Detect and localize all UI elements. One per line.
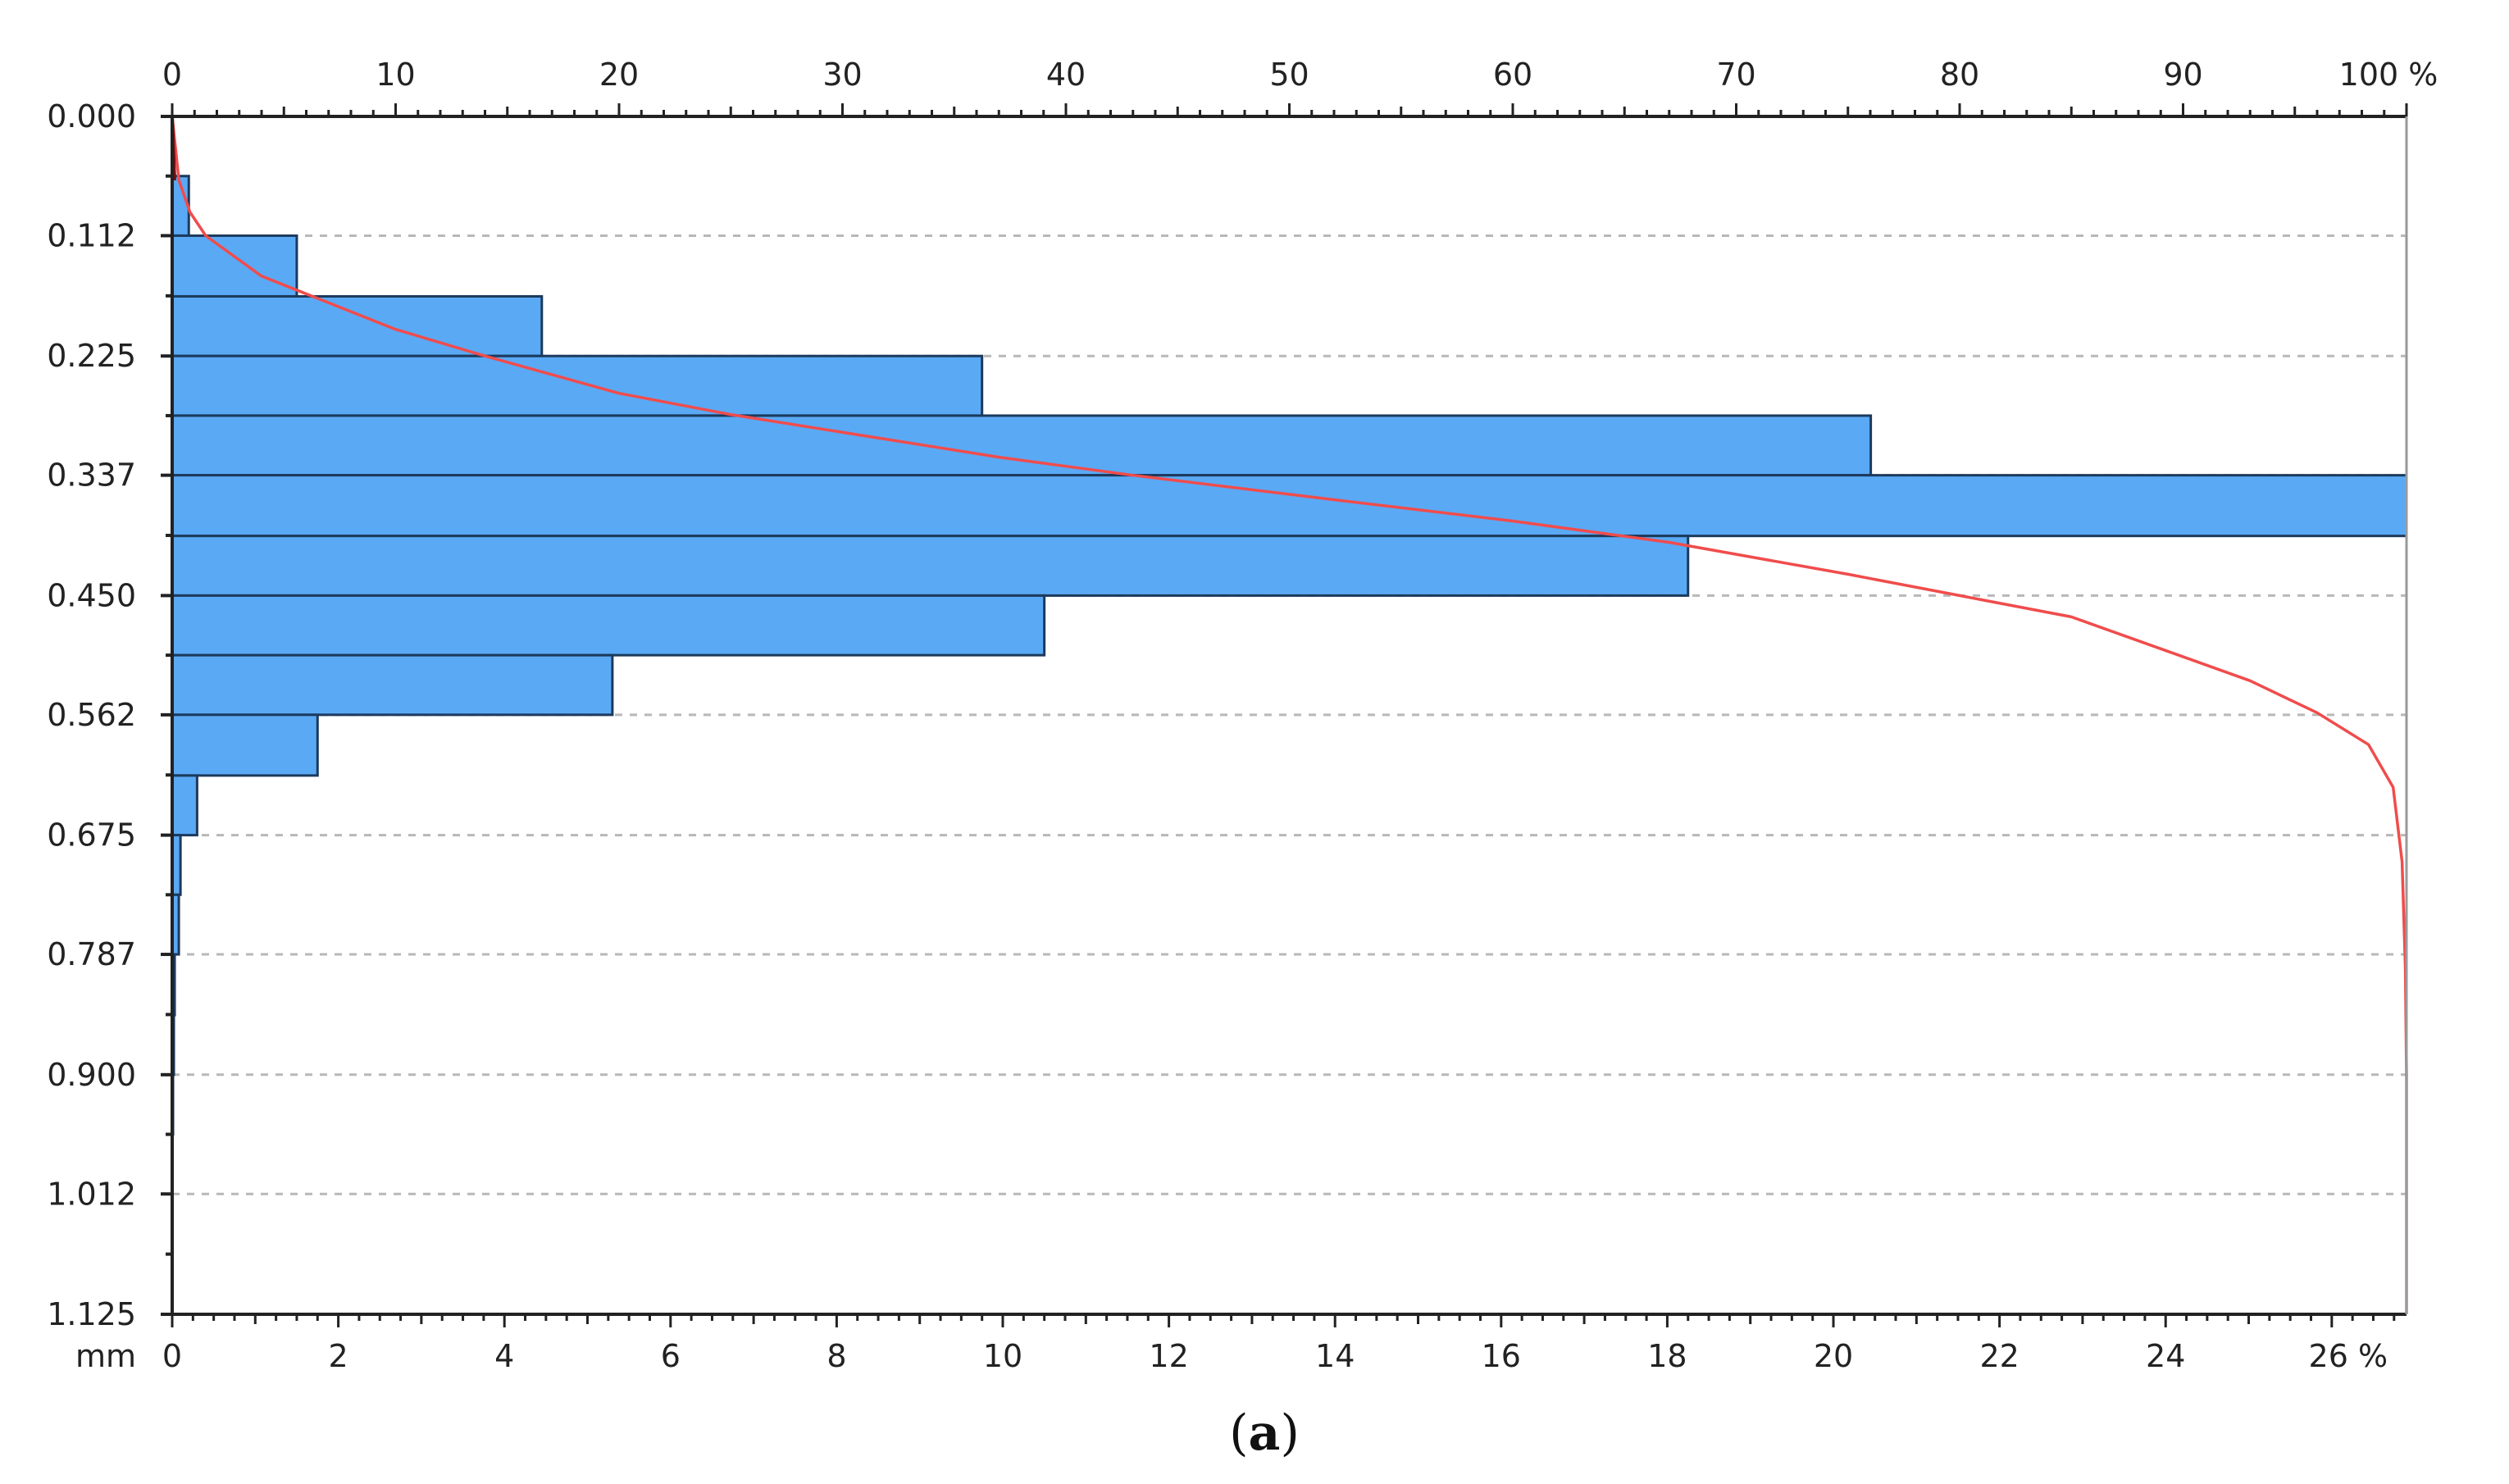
bottom-tick-label: 24 bbox=[2146, 1338, 2185, 1374]
y-tick-label: 0.000 bbox=[47, 98, 136, 134]
y-axis-unit: mm bbox=[75, 1338, 136, 1374]
histogram-bar bbox=[171, 414, 1873, 477]
histogram-bar bbox=[171, 713, 319, 777]
histogram-bar bbox=[171, 774, 198, 837]
top-tick-label: 70 bbox=[1716, 57, 1755, 93]
top-tick-label: 80 bbox=[1940, 57, 1979, 93]
bottom-tick-label: 12 bbox=[1149, 1338, 1188, 1374]
top-tick-label: 50 bbox=[1269, 57, 1309, 93]
top-tick-label: 20 bbox=[599, 57, 639, 93]
bottom-tick-label: 4 bbox=[494, 1338, 514, 1374]
histogram-bar bbox=[171, 354, 984, 417]
histogram-bar bbox=[171, 535, 1690, 597]
bottom-tick-label: 10 bbox=[983, 1338, 1022, 1374]
y-tick-label: 1.125 bbox=[47, 1296, 136, 1332]
bottom-tick-label: 20 bbox=[1814, 1338, 1853, 1374]
bottom-tick-label: 6 bbox=[661, 1338, 681, 1374]
top-tick-label: 40 bbox=[1046, 57, 1086, 93]
top-tick-label: 60 bbox=[1493, 57, 1532, 93]
histogram-bar bbox=[171, 594, 1046, 657]
y-tick-label: 0.450 bbox=[47, 577, 136, 613]
tick-labels: 0.000 0.112 0.225 0.337 0.450 0.562 0.675 0.787… bbox=[47, 57, 2438, 1374]
bottom-tick-label: 18 bbox=[1647, 1338, 1687, 1374]
histogram-bar bbox=[171, 294, 544, 357]
y-tick-label: 0.900 bbox=[47, 1057, 136, 1093]
bottom-tick-label: 22 bbox=[1979, 1338, 2019, 1374]
cumulative-curve bbox=[171, 116, 2408, 1314]
histogram-bars bbox=[171, 175, 2408, 1136]
bottom-tick-label: 14 bbox=[1315, 1338, 1355, 1374]
y-tick-label: 0.225 bbox=[47, 338, 136, 374]
bottom-tick-label: 16 bbox=[1482, 1338, 1521, 1374]
histogram-bar bbox=[171, 234, 298, 298]
top-tick-label: 0 bbox=[162, 57, 182, 93]
axes bbox=[161, 103, 2408, 1327]
caption-letter: a bbox=[1249, 1404, 1281, 1462]
bottom-tick-label: 2 bbox=[329, 1338, 348, 1374]
y-tick-label: 0.112 bbox=[47, 217, 136, 253]
y-tick-label: 1.012 bbox=[47, 1176, 136, 1212]
y-tick-label: 0.337 bbox=[47, 457, 136, 494]
figure-caption: (a) bbox=[1229, 1404, 1300, 1462]
top-tick-label: 10 bbox=[376, 57, 415, 93]
y-tick-label: 0.562 bbox=[47, 697, 136, 733]
bottom-tick-label: 8 bbox=[826, 1338, 846, 1374]
histogram-bar bbox=[171, 474, 2408, 538]
top-tick-label: 90 bbox=[2163, 57, 2202, 93]
bottom-tick-label: 0 bbox=[162, 1338, 182, 1374]
top-tick-label: 100 % bbox=[2339, 57, 2438, 93]
bottom-tick-label: 26 % bbox=[2309, 1338, 2388, 1374]
y-tick-label: 0.787 bbox=[47, 936, 136, 972]
y-tick-label: 0.675 bbox=[47, 817, 136, 854]
histogram-bar bbox=[171, 653, 614, 717]
top-tick-label: 30 bbox=[822, 57, 862, 93]
